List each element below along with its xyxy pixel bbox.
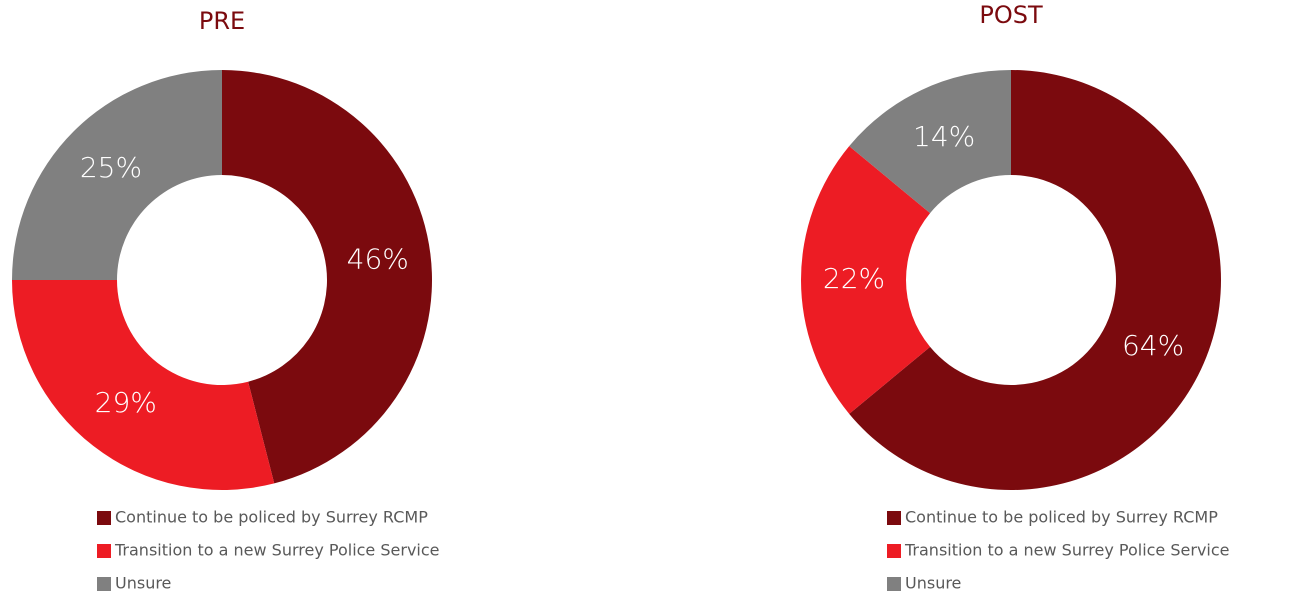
legend-swatch <box>97 511 111 525</box>
legend-swatch <box>887 544 901 558</box>
donut-slice <box>12 280 275 490</box>
donut-slice <box>12 70 222 280</box>
legend-label: Continue to be policed by Surrey RCMP <box>115 508 428 527</box>
value-label: 14% <box>913 120 975 153</box>
donut-slice <box>849 70 1011 214</box>
legend-swatch <box>97 544 111 558</box>
legend-label: Transition to a new Surrey Police Servic… <box>114 541 440 560</box>
value-label: 29% <box>95 386 157 419</box>
donut-slice <box>801 146 931 414</box>
chart-title: PRE <box>199 7 245 35</box>
legend-label: Transition to a new Surrey Police Servic… <box>904 541 1230 560</box>
value-label: 46% <box>347 242 409 275</box>
legend-label: Unsure <box>905 574 961 593</box>
legend-label: Continue to be policed by Surrey RCMP <box>905 508 1218 527</box>
donut-slice <box>222 70 433 484</box>
value-label: 25% <box>80 151 142 184</box>
donut-slice <box>849 70 1221 490</box>
legend-swatch <box>887 577 901 591</box>
value-label: 22% <box>823 262 885 295</box>
chart-title: POST <box>979 1 1043 29</box>
legend-swatch <box>887 511 901 525</box>
value-label: 64% <box>1122 329 1184 362</box>
legend-swatch <box>97 577 111 591</box>
legend-label: Unsure <box>115 574 171 593</box>
